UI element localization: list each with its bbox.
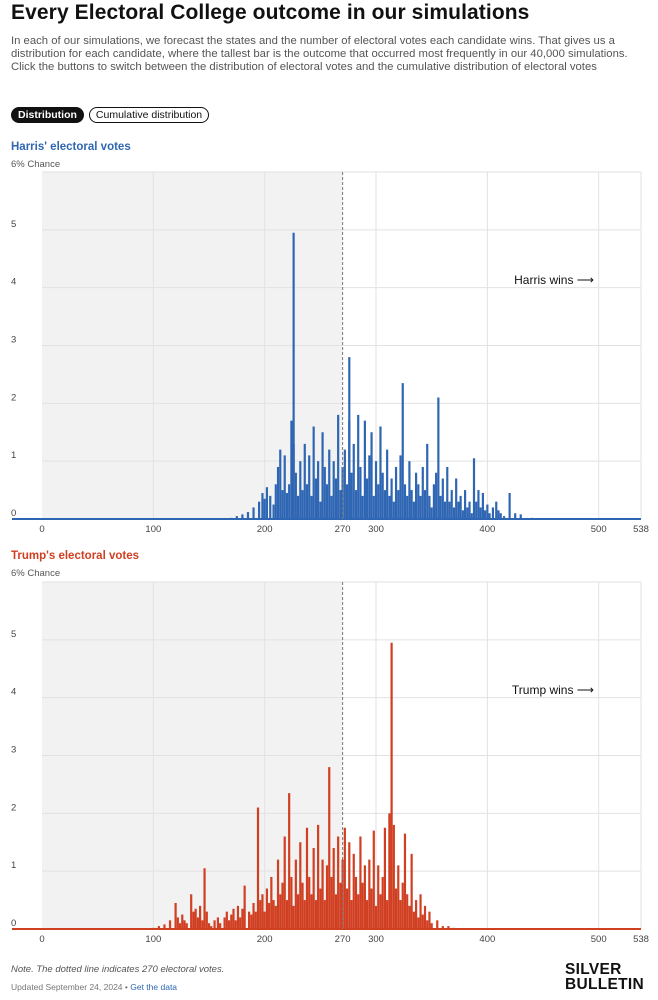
harris-y-tick-label: 3 xyxy=(11,335,16,346)
view-toggle-group: Distribution Cumulative distribution xyxy=(11,107,210,123)
trump-x-tick-label: 538 xyxy=(633,934,649,945)
harris-x-tick-label: 270 xyxy=(335,524,351,535)
trump-x-tick-label: 270 xyxy=(335,934,351,945)
trump-x-tick-label: 300 xyxy=(368,934,384,945)
trump-y-tick-label: 4 xyxy=(11,687,16,698)
trump-wins-annotation: Trump wins ⟶ xyxy=(512,683,594,697)
harris-chart-plot: 0 1 2 3 4 5 0 100 200 270 300 400 500 538 Harris wins … xyxy=(11,171,649,535)
trump-x-tick-label: 500 xyxy=(591,934,607,945)
harris-x-tick-label: 538 xyxy=(633,524,649,535)
harris-x-tick-label: 300 xyxy=(368,524,384,535)
trump-y-tick-label: 3 xyxy=(11,745,16,756)
harris-wins-annotation: Harris wins ⟶ xyxy=(514,273,594,287)
harris-y-axis-label: 6% Chance xyxy=(11,159,61,170)
trump-y-tick-label: 5 xyxy=(11,629,16,640)
harris-x-tick-label: 0 xyxy=(39,524,44,535)
get-the-data-link[interactable]: Get the data xyxy=(130,982,178,992)
harris-chart-title: Harris' electoral votes xyxy=(11,141,131,153)
trump-y-tick-label: 0 xyxy=(11,918,16,929)
harris-x-tick-label: 500 xyxy=(591,524,607,535)
trump-x-tick-label: 100 xyxy=(145,934,161,945)
silver-bulletin-logo: SILVER BULLETIN xyxy=(564,961,644,993)
harris-y-tick-label: 5 xyxy=(11,219,16,230)
harris-y-tick-label: 2 xyxy=(11,392,16,403)
harris-x-tick-label: 200 xyxy=(257,524,273,535)
harris-y-tick-label: 4 xyxy=(11,277,16,288)
trump-y-axis-label: 6% Chance xyxy=(11,568,61,579)
harris-x-tick-label: 400 xyxy=(479,524,495,535)
distribution-button[interactable]: Distribution xyxy=(11,107,84,123)
cumulative-distribution-button[interactable]: Cumulative distribution xyxy=(88,107,210,123)
harris-y-tick-label: 0 xyxy=(11,508,16,519)
trump-y-tick-label: 2 xyxy=(11,802,16,813)
harris-x-tick-label: 100 xyxy=(145,524,161,535)
trump-x-tick-label: 200 xyxy=(257,934,273,945)
trump-x-tick-label: 400 xyxy=(479,934,495,945)
updated-line: Updated September 24, 2024 • Get the dat… xyxy=(11,982,177,992)
trump-chart-plot: 0 1 2 3 4 5 0 100 200 270 300 400 500 538 Trump wins ⟶ xyxy=(11,581,649,945)
page-title: Every Electoral College outcome in our s… xyxy=(11,1,530,24)
trump-x-tick-label: 0 xyxy=(39,934,44,945)
trump-y-tick-label: 1 xyxy=(11,860,16,871)
footnote: Note. The dotted line indicates 270 elec… xyxy=(11,964,225,975)
updated-date: Updated September 24, 2024 • xyxy=(11,982,128,992)
intro-text: In each of our simulations, we forecast … xyxy=(11,35,628,73)
harris-y-tick-label: 1 xyxy=(11,450,16,461)
trump-chart-title: Trump's electoral votes xyxy=(11,550,140,562)
